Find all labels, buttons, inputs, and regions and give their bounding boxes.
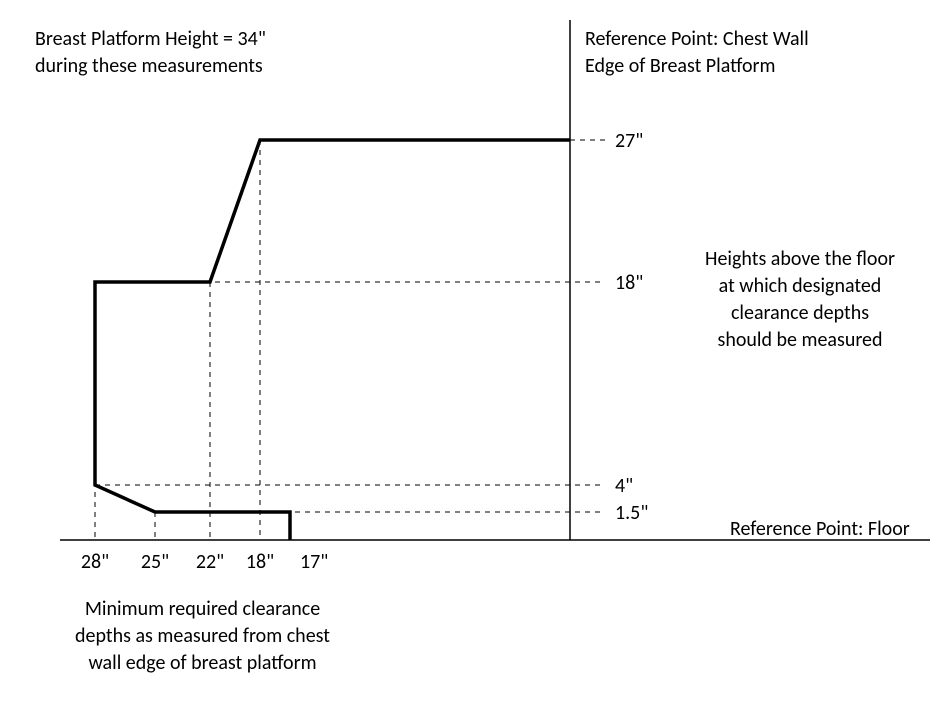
caption-bottom-3: wall edge of breast platform xyxy=(88,651,316,675)
caption-ref-floor: Reference Point: Floor xyxy=(730,517,910,541)
caption-heights-2: at which designated xyxy=(719,274,882,298)
y-tick-4: 4" xyxy=(615,474,633,498)
caption-heights-1: Heights above the floor xyxy=(705,247,895,271)
caption-heights-3: clearance depths xyxy=(731,301,869,325)
x-tick-25: 25" xyxy=(141,550,169,574)
caption-ref-chest-wall: Reference Point: Chest Wall xyxy=(585,27,809,51)
caption-ref-chest-wall-2: Edge of Breast Platform xyxy=(585,54,775,78)
caption-heights-4: should be measured xyxy=(718,328,883,352)
caption-bottom-1: Minimum required clearance xyxy=(85,597,320,621)
clearance-profile xyxy=(95,140,570,540)
caption-platform-height-2: during these measurements xyxy=(35,54,263,78)
y-tick-18: 18" xyxy=(615,271,643,295)
y-tick-1-5: 1.5" xyxy=(615,501,648,525)
x-tick-28: 28" xyxy=(81,550,109,574)
clearance-diagram: 27" 18" 4" 1.5" 28" 25" 22" 18" 17" Brea… xyxy=(0,0,938,703)
x-tick-18: 18" xyxy=(246,550,274,574)
caption-platform-height: Breast Platform Height = 34" xyxy=(35,27,266,51)
x-tick-22: 22" xyxy=(196,550,224,574)
caption-bottom-2: depths as measured from chest xyxy=(75,624,330,648)
x-tick-17: 17" xyxy=(300,550,328,574)
y-tick-27: 27" xyxy=(615,129,643,153)
